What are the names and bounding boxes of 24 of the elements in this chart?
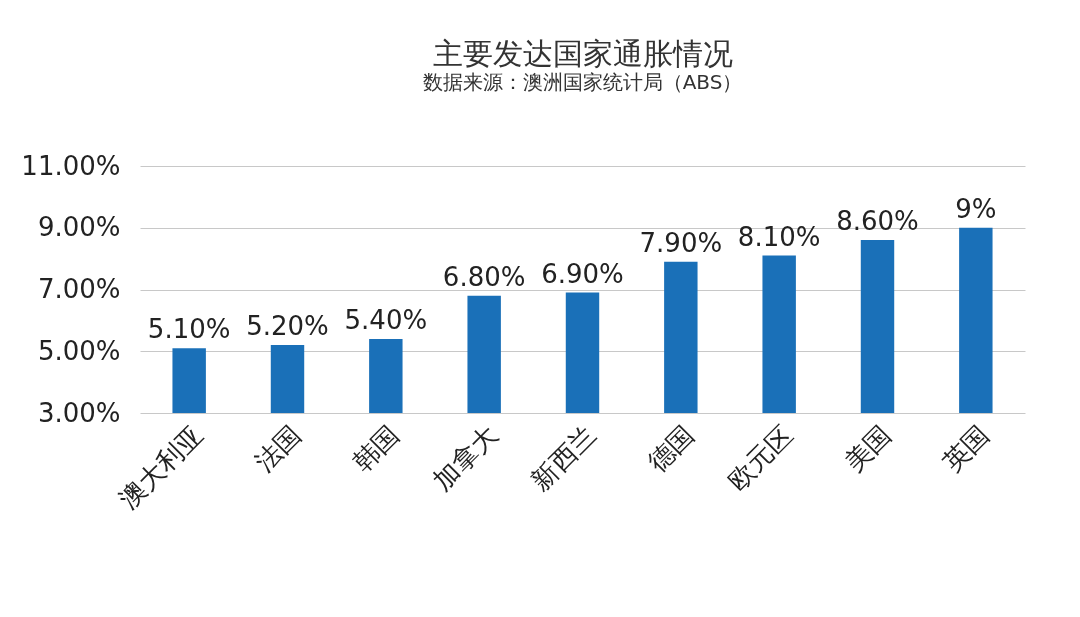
- chart-title: 主要发达国家通胀情况: [432, 36, 733, 71]
- y-tick-label: 11.00%: [21, 150, 121, 181]
- x-tick-label: 欧元区: [721, 419, 799, 496]
- x-tick-label: 美国: [838, 419, 897, 478]
- data-label: 7.90%: [639, 227, 723, 258]
- data-label: 5.10%: [147, 314, 231, 345]
- x-tick-label: 加拿大: [426, 419, 504, 496]
- x-tick-label: 英国: [936, 419, 995, 478]
- y-tick-label: 5.00%: [37, 335, 121, 366]
- x-tick-label: 韩国: [346, 419, 405, 478]
- x-tick-label: 法国: [248, 419, 307, 478]
- chart-subtitle: 数据来源：澳洲国家统计局（ABS）: [422, 70, 743, 94]
- y-tick-label: 9.00%: [37, 212, 121, 243]
- data-label: 8.60%: [836, 206, 919, 237]
- x-tick-label: 德国: [641, 419, 700, 478]
- data-label: 9%: [955, 193, 997, 224]
- x-tick-label: 新西兰: [525, 419, 602, 496]
- y-tick-label: 7.00%: [37, 274, 121, 304]
- data-label: 8.10%: [737, 221, 821, 252]
- data-label: 5.20%: [246, 311, 329, 342]
- data-label: 5.40%: [344, 304, 428, 335]
- data-label: 6.90%: [541, 258, 624, 289]
- y-tick-label: 3.00%: [37, 397, 121, 428]
- data-label: 6.80%: [442, 261, 526, 292]
